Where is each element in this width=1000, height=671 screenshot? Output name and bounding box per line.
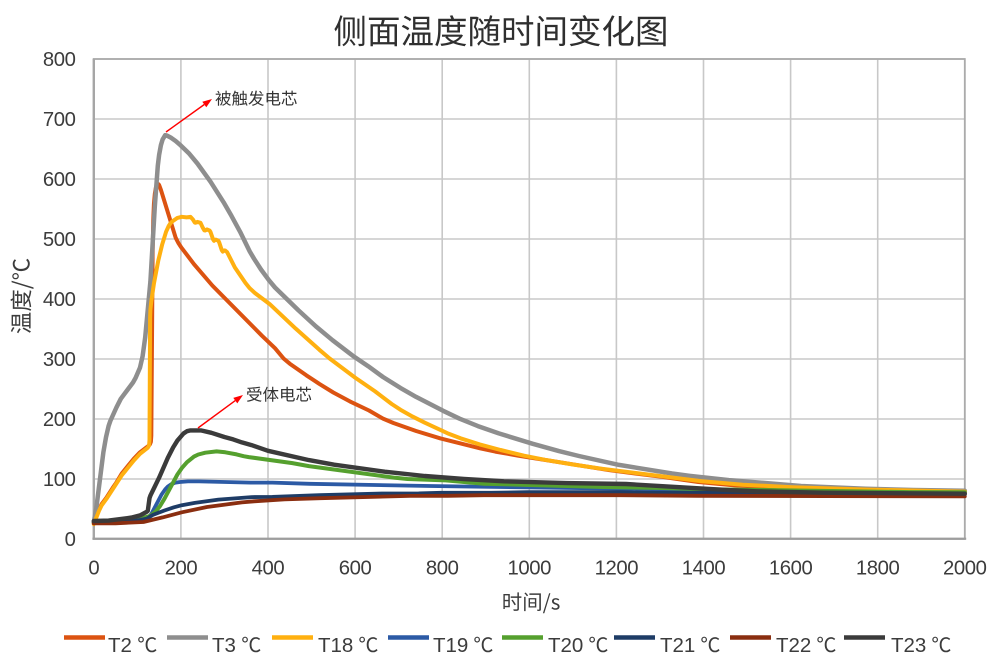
- svg-text:T20: T20: [548, 634, 583, 657]
- svg-text:0: 0: [65, 529, 76, 551]
- svg-text:1800: 1800: [856, 558, 900, 580]
- svg-text:T3: T3: [212, 634, 236, 657]
- svg-text:300: 300: [43, 349, 76, 371]
- svg-text:T2: T2: [108, 634, 132, 657]
- svg-text:600: 600: [339, 558, 372, 580]
- svg-text:400: 400: [43, 289, 76, 311]
- svg-text:1200: 1200: [595, 558, 639, 580]
- svg-text:600: 600: [43, 169, 76, 191]
- svg-text:T19: T19: [433, 634, 468, 657]
- svg-text:T23: T23: [891, 634, 926, 657]
- svg-text:800: 800: [426, 558, 459, 580]
- svg-text:0: 0: [88, 558, 99, 580]
- svg-text:T21: T21: [660, 634, 695, 657]
- svg-text:700: 700: [43, 109, 76, 131]
- svg-text:2000: 2000: [943, 558, 987, 580]
- svg-text:200: 200: [43, 409, 76, 431]
- svg-text:1600: 1600: [769, 558, 813, 580]
- svg-text:200: 200: [165, 558, 198, 580]
- svg-text:400: 400: [252, 558, 285, 580]
- svg-text:T22: T22: [776, 634, 811, 657]
- svg-text:100: 100: [43, 469, 76, 491]
- svg-text:500: 500: [43, 229, 76, 251]
- svg-text:1400: 1400: [682, 558, 726, 580]
- svg-text:800: 800: [43, 49, 76, 71]
- svg-text:1000: 1000: [508, 558, 552, 580]
- svg-text:T18: T18: [318, 634, 353, 657]
